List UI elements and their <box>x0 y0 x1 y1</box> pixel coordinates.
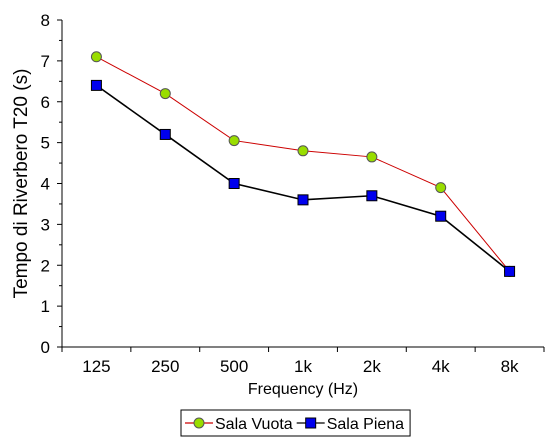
legend-marker <box>193 417 205 429</box>
legend: Sala Vuota Sala Piena <box>180 409 411 437</box>
square-marker <box>297 194 309 206</box>
y-axis-title: Tempo di Riverbero T20 (s) <box>11 69 32 299</box>
y-tick-label: 7 <box>41 52 50 71</box>
x-tick-label: 250 <box>151 357 179 376</box>
square-marker <box>228 178 240 189</box>
y-tick-label: 1 <box>41 297 50 316</box>
series-sala-vuota <box>90 51 516 277</box>
circle-marker <box>90 51 102 63</box>
series-layer <box>90 51 516 277</box>
circle-marker <box>435 182 447 194</box>
circle-marker <box>297 145 309 157</box>
series-line <box>95 84 511 273</box>
y-tick-label: 2 <box>41 256 50 275</box>
series-sala-piena <box>90 79 516 277</box>
legend-symbol <box>185 417 213 429</box>
circle-marker <box>228 135 240 147</box>
legend-symbol <box>296 417 325 429</box>
x-tick-label: 2k <box>363 357 381 376</box>
x-tick-label: 125 <box>82 357 110 376</box>
tick-group: 0 1 2 3 4 5 6 7 8 125 250 500 1k 2k 4k 8k <box>41 11 545 376</box>
y-tick-label: 0 <box>41 338 50 357</box>
square-marker <box>366 190 378 202</box>
circle-marker <box>159 88 171 100</box>
plot-axes <box>61 20 544 348</box>
square-marker <box>504 265 516 277</box>
x-axis-title: Frequency (Hz) <box>248 381 358 398</box>
x-tick-label: 500 <box>220 357 248 376</box>
legend-box <box>180 409 411 437</box>
legend-marker <box>305 417 317 429</box>
square-marker <box>90 79 102 91</box>
x-tick-label: 4k <box>432 357 450 376</box>
legend-label: Sala Vuota <box>215 416 293 433</box>
square-marker <box>435 210 447 222</box>
legend-label: Sala Piena <box>327 416 404 433</box>
y-tick-label: 4 <box>41 175 50 194</box>
series-line <box>96 56 510 272</box>
square-marker <box>159 128 171 140</box>
circle-marker <box>366 151 378 163</box>
y-tick-label: 6 <box>41 93 50 112</box>
y-tick-label: 3 <box>41 215 50 234</box>
x-tick-label: 8k <box>501 357 519 376</box>
y-tick-label: 5 <box>41 134 50 153</box>
y-tick-label: 8 <box>41 11 50 30</box>
x-tick-label: 1k <box>294 357 312 376</box>
